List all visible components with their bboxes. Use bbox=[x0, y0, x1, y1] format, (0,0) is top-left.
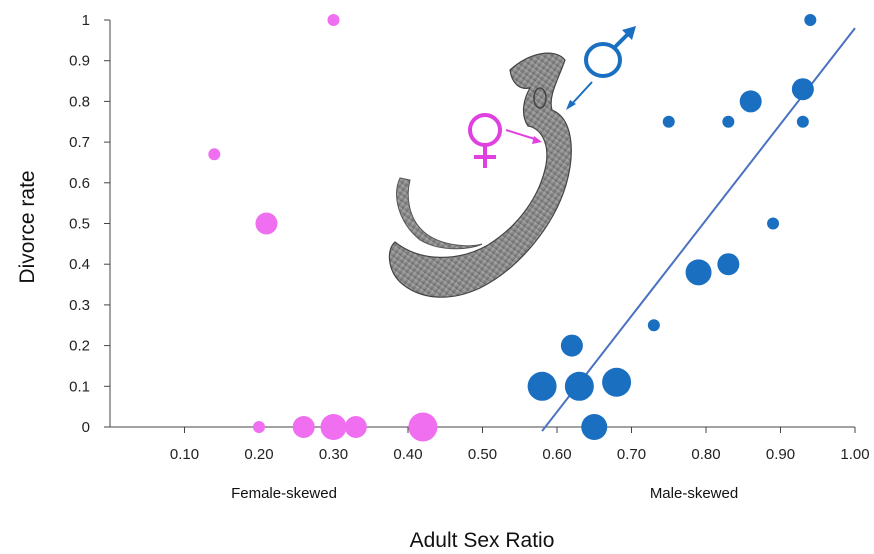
female-skewed-data-point bbox=[327, 14, 340, 26]
x-tick-label: 0.30 bbox=[319, 446, 348, 463]
male-skewed-data-point bbox=[804, 14, 817, 26]
y-tick-label: 0.2 bbox=[69, 338, 90, 355]
data-points bbox=[208, 14, 817, 442]
y-tick-label: 1 bbox=[82, 12, 90, 29]
x-tick-label: 0.70 bbox=[617, 446, 646, 463]
x-tick-label: 0.80 bbox=[691, 446, 720, 463]
y-tick-label: 0.9 bbox=[69, 53, 90, 70]
y-tick-label: 0.3 bbox=[69, 297, 90, 314]
y-tick-label: 0.8 bbox=[69, 93, 90, 110]
y-tick-label: 0.1 bbox=[69, 378, 90, 395]
x-ticks: 0.10 0.20 0.30 0.40 0.50 0.60 0.70 0.80 0.90 1.00 bbox=[170, 427, 870, 463]
x-tick-label: 0.10 bbox=[170, 446, 199, 463]
y-tick-label: 0.7 bbox=[69, 134, 90, 151]
annotation-female-skewed: Female-skewed bbox=[231, 485, 337, 502]
male-skewed-data-point bbox=[739, 90, 762, 113]
male-skewed-data-point bbox=[560, 334, 583, 357]
male-symbol-icon bbox=[584, 26, 636, 78]
x-axis-title: Adult Sex Ratio bbox=[410, 529, 555, 552]
y-tick-label: 0.4 bbox=[69, 256, 90, 273]
female-skewed-data-point bbox=[208, 148, 221, 161]
female-skewed-data-point bbox=[408, 412, 438, 442]
y-tick-label: 0.6 bbox=[69, 175, 90, 192]
male-skewed-data-point bbox=[581, 414, 608, 440]
x-tick-label: 1.00 bbox=[840, 446, 869, 463]
y-tick-label: 0 bbox=[82, 419, 90, 436]
male-skewed-data-point bbox=[527, 371, 557, 401]
male-skewed-data-point bbox=[791, 78, 814, 101]
female-skewed-data-point bbox=[255, 212, 278, 235]
male-skewed-data-point bbox=[685, 259, 712, 286]
male-skewed-data-point bbox=[662, 115, 675, 128]
x-tick-label: 0.40 bbox=[393, 446, 422, 463]
female-skewed-data-point bbox=[253, 421, 265, 433]
sucker-icon bbox=[533, 87, 547, 109]
annotation-male-skewed: Male-skewed bbox=[650, 485, 738, 502]
male-skewed-data-point bbox=[767, 217, 780, 230]
female-symbol-icon bbox=[468, 113, 502, 168]
male-worm-shape bbox=[388, 52, 572, 298]
y-ticks: 0 0.1 0.2 0.3 0.4 0.5 0.6 0.7 0.8 0.9 1 bbox=[69, 12, 110, 436]
male-pointer-arrowhead bbox=[566, 100, 576, 110]
x-tick-label: 0.20 bbox=[244, 446, 273, 463]
female-skewed-data-point bbox=[320, 414, 347, 440]
x-tick-label: 0.60 bbox=[542, 446, 571, 463]
schistosome-illustration bbox=[388, 26, 636, 298]
male-skewed-data-point bbox=[647, 319, 660, 332]
x-tick-label: 0.50 bbox=[468, 446, 497, 463]
female-worm-shape bbox=[396, 177, 483, 250]
female-skewed-data-point bbox=[344, 416, 367, 438]
y-axis-title: Divorce rate bbox=[16, 170, 39, 283]
y-tick-label: 0.5 bbox=[69, 216, 90, 233]
female-pointer-arrowhead bbox=[532, 136, 542, 144]
male-skewed-data-point bbox=[722, 115, 735, 128]
female-skewed-data-point bbox=[292, 416, 315, 438]
x-tick-label: 0.90 bbox=[766, 446, 795, 463]
male-skewed-data-point bbox=[602, 367, 632, 397]
male-skewed-data-point bbox=[717, 253, 740, 276]
female-pointer-arrow bbox=[505, 129, 539, 141]
male-skewed-data-point bbox=[564, 371, 594, 401]
male-pointer-arrow bbox=[569, 81, 593, 107]
male-skewed-data-point bbox=[796, 115, 809, 128]
